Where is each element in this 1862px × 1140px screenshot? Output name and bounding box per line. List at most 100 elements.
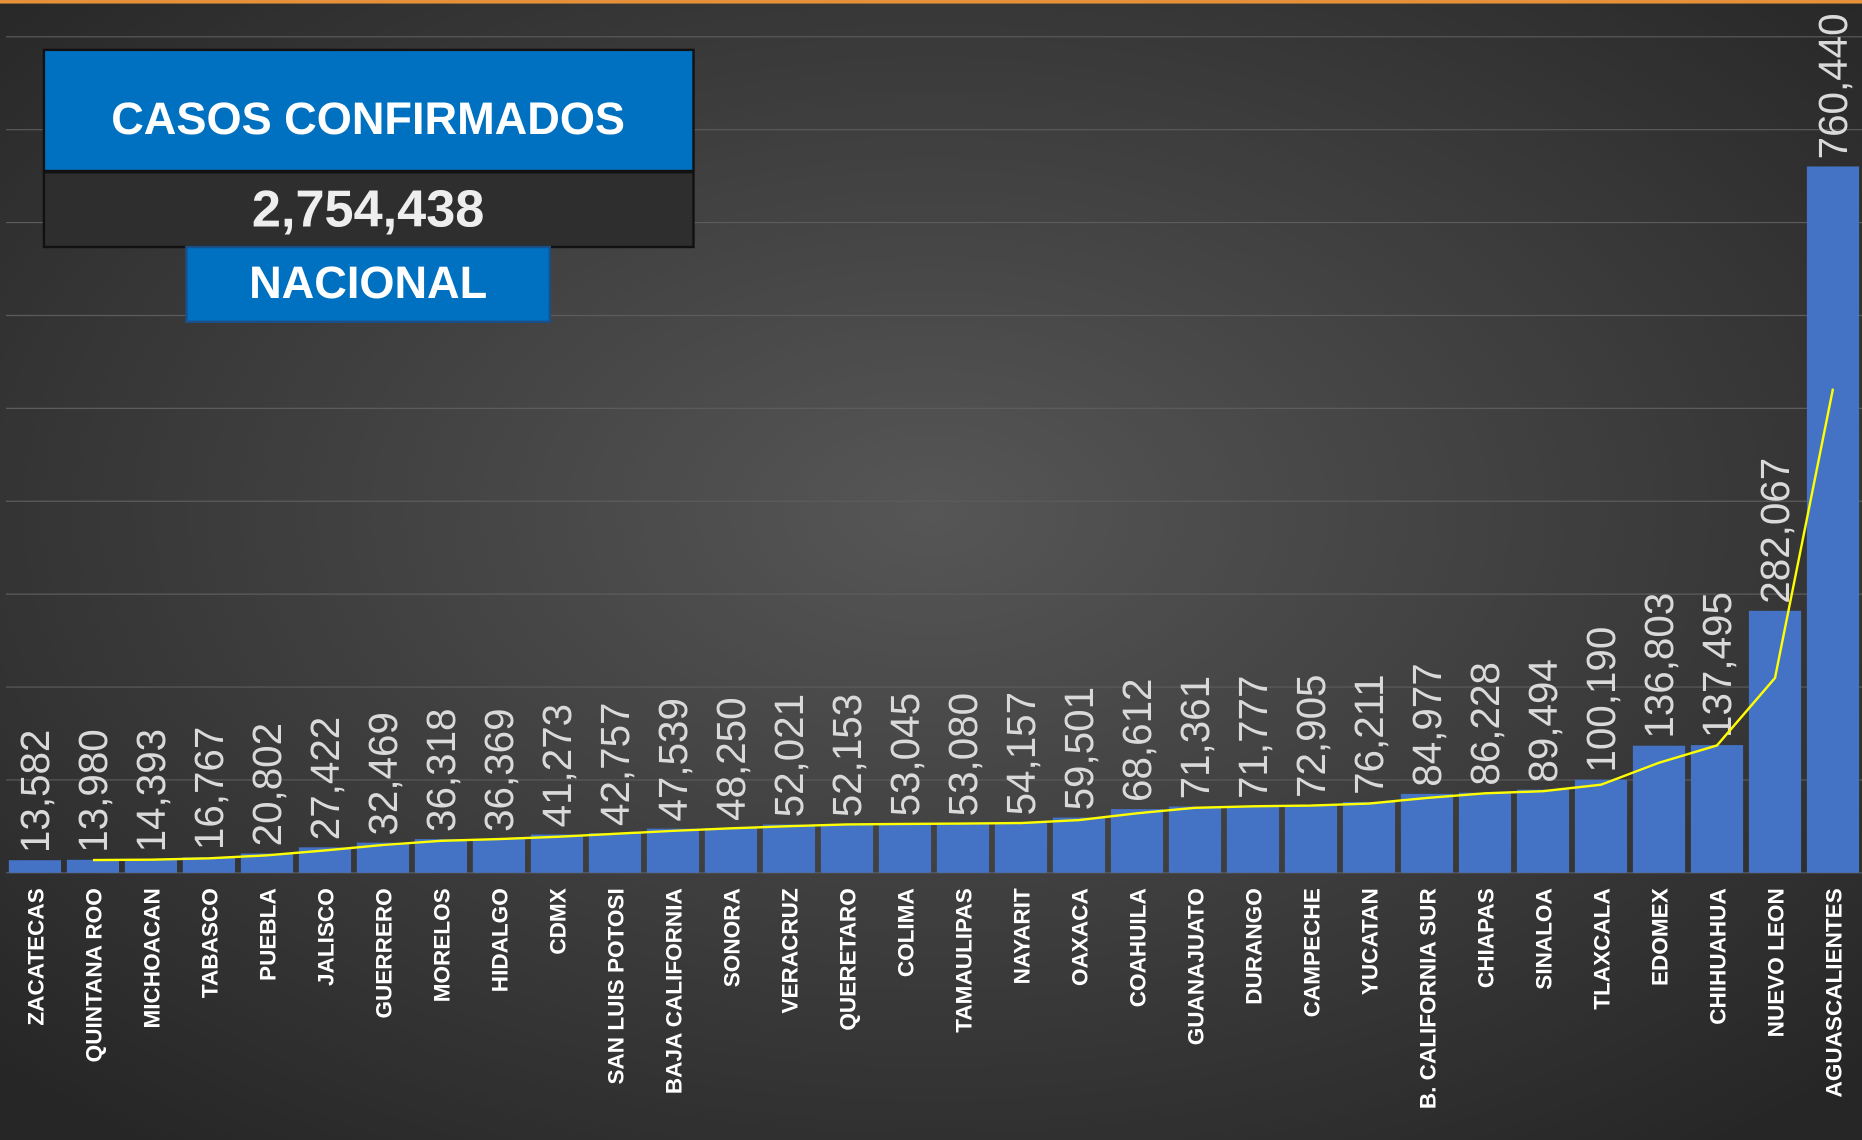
bar <box>1574 779 1628 873</box>
value-label: 72,905 <box>1288 675 1334 798</box>
bar <box>646 828 700 873</box>
value-label: 16,767 <box>186 727 232 850</box>
x-tick-label: ZACATECAS <box>23 888 48 1025</box>
x-tick-label: PUEBLA <box>255 888 280 981</box>
value-label: 71,361 <box>1172 676 1218 799</box>
x-tick-label: TABASCO <box>197 888 222 998</box>
x-tick-label: OAXACA <box>1067 888 1092 986</box>
bar <box>182 857 236 873</box>
bar <box>124 859 178 873</box>
x-tick-label: DURANGO <box>1241 888 1266 1005</box>
x-tick-label: CAMPECHE <box>1299 888 1324 1017</box>
bar <box>1690 745 1744 873</box>
bar <box>1284 805 1338 873</box>
x-tick-label: QUINTANA ROO <box>81 888 106 1062</box>
value-label: 14,393 <box>128 729 174 852</box>
bar <box>994 822 1048 873</box>
bar <box>588 833 642 873</box>
value-label: 13,980 <box>70 729 116 852</box>
bar <box>878 823 932 873</box>
x-tick-label: NUEVO LEON <box>1763 888 1788 1037</box>
chart-title: CASOS CONFIRMADOS <box>111 93 625 144</box>
value-label: 760,440 <box>1810 13 1856 159</box>
x-tick-label: BAJA CALIFORNIA <box>661 888 686 1094</box>
bar <box>1110 809 1164 873</box>
x-tick-label: VERACRUZ <box>777 888 802 1013</box>
value-label: 41,273 <box>534 704 580 827</box>
x-tick-label: NAYARIT <box>1009 888 1034 984</box>
value-label: 71,777 <box>1230 676 1276 799</box>
value-label: 89,494 <box>1520 659 1566 782</box>
x-tick-label: JALISCO <box>313 888 338 986</box>
x-tick-label: TLAXCALA <box>1589 888 1614 1010</box>
bar <box>1806 166 1860 873</box>
bar <box>1458 792 1512 873</box>
value-label: 13,582 <box>12 730 58 853</box>
bar <box>704 827 758 873</box>
value-label: 53,045 <box>882 693 928 816</box>
value-label: 84,977 <box>1404 663 1450 786</box>
x-tick-label: SONORA <box>719 888 744 987</box>
bar <box>1342 802 1396 873</box>
value-label: 282,067 <box>1752 458 1798 604</box>
x-tick-label: GUANAJUATO <box>1183 888 1208 1045</box>
bar <box>820 824 874 873</box>
x-tick-label: MICHOACAN <box>139 888 164 1028</box>
value-label: 53,080 <box>940 693 986 816</box>
bar <box>240 853 294 873</box>
x-tick-label: COAHUILA <box>1125 888 1150 1007</box>
value-label: 36,369 <box>476 708 522 831</box>
subtitle: NACIONAL <box>249 257 487 308</box>
bar <box>1632 745 1686 873</box>
x-tick-label: SINALOA <box>1531 888 1556 989</box>
x-tick-label: AGUASCALIENTES <box>1821 888 1846 1097</box>
value-label: 59,501 <box>1056 687 1102 810</box>
bar <box>414 839 468 873</box>
value-label: 27,422 <box>302 717 348 840</box>
total-box <box>42 171 695 249</box>
x-tick-label: QUERETARO <box>835 888 860 1030</box>
bar <box>8 860 62 873</box>
bar <box>66 859 120 873</box>
total: 2,754,438 <box>252 180 484 238</box>
bar <box>1516 789 1570 873</box>
value-label: 137,495 <box>1694 592 1740 738</box>
x-tick-label: YUCATAN <box>1357 888 1382 995</box>
top-border <box>0 0 1862 4</box>
bar <box>936 823 990 873</box>
value-label: 68,612 <box>1114 679 1160 802</box>
trend-line <box>92 388 1835 862</box>
bar <box>1052 817 1106 873</box>
x-tick-label: EDOMEX <box>1647 888 1672 986</box>
value-label: 52,021 <box>766 694 812 817</box>
bar <box>530 834 584 873</box>
bar <box>1748 610 1802 873</box>
value-label: 36,318 <box>418 708 464 831</box>
x-tick-label: TAMAULIPAS <box>951 888 976 1032</box>
title-box <box>42 48 695 173</box>
bar <box>1168 806 1222 873</box>
x-tick-label: CDMX <box>545 888 570 954</box>
bar <box>1226 806 1280 873</box>
x-tick-label: B. CALIFORNIA SUR <box>1415 888 1440 1109</box>
value-label: 100,190 <box>1578 627 1624 773</box>
value-label: 47,539 <box>650 698 696 821</box>
value-label: 20,802 <box>244 723 290 846</box>
x-tick-label: SAN LUIS POTOSI <box>603 888 628 1084</box>
value-label: 54,157 <box>998 692 1044 815</box>
value-label: 52,153 <box>824 694 870 817</box>
x-tick-label: COLIMA <box>893 888 918 977</box>
subtitle-box <box>185 245 551 323</box>
value-label: 48,250 <box>708 697 754 820</box>
value-label: 42,757 <box>592 703 638 826</box>
x-tick-label: MORELOS <box>429 888 454 1002</box>
x-tick-label: HIDALGO <box>487 888 512 992</box>
value-label: 86,228 <box>1462 662 1508 785</box>
value-label: 76,211 <box>1346 674 1392 794</box>
x-tick-label: GUERRERO <box>371 888 396 1018</box>
bar <box>472 839 526 873</box>
x-tick-label: CHIAPAS <box>1473 888 1498 988</box>
value-label: 136,803 <box>1636 593 1682 739</box>
x-tick-label: CHIHUAHUA <box>1705 888 1730 1025</box>
